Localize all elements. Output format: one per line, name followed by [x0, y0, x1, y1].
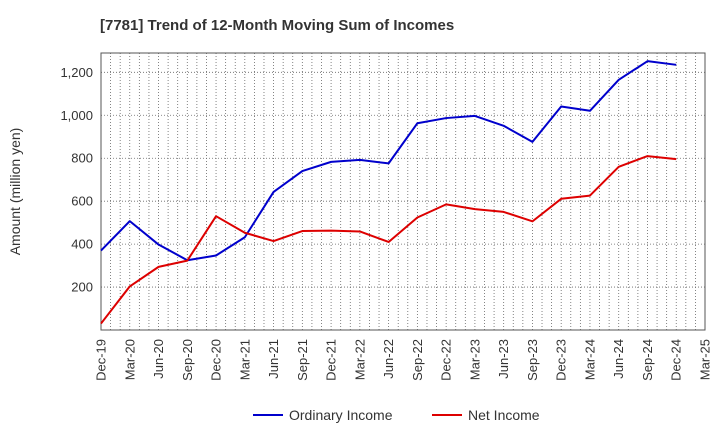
x-tick-label: Mar-20	[122, 339, 137, 380]
y-tick-label: 1,000	[60, 108, 93, 123]
y-tick-label: 200	[71, 280, 93, 295]
x-tick-label: Sep-22	[410, 339, 425, 381]
y-tick-label: 600	[71, 194, 93, 209]
y-tick-label: 1,200	[60, 65, 93, 80]
x-tick-label: Jun-24	[611, 339, 626, 379]
x-tick-label: Dec-22	[439, 339, 454, 381]
x-tick-label: Sep-24	[640, 339, 655, 381]
y-tick-label: 400	[71, 237, 93, 252]
x-tick-label: Dec-19	[94, 339, 109, 381]
x-tick-label: Sep-20	[180, 339, 195, 381]
series-line-net-income	[100, 155, 677, 325]
x-tick-label: Mar-25	[698, 339, 713, 380]
x-tick-label: Jun-21	[266, 339, 281, 379]
y-axis-ticks: 200 400 600 800 1,000 1,200	[60, 65, 93, 295]
legend-label-net-income: Net Income	[468, 407, 540, 423]
grid-layer	[101, 53, 705, 330]
x-tick-label: Jun-22	[381, 339, 396, 379]
x-axis-ticks: Dec-19 Mar-20 Jun-20 Sep-20 Dec-20 Mar-21 Jun-…	[94, 339, 713, 381]
x-tick-label: Mar-24	[582, 339, 597, 380]
x-tick-label: Dec-24	[669, 339, 684, 381]
x-tick-label: Mar-23	[467, 339, 482, 380]
legend-label-ordinary-income: Ordinary Income	[289, 407, 393, 423]
x-tick-label: Dec-23	[554, 339, 569, 381]
x-tick-label: Sep-23	[525, 339, 540, 381]
series-layer	[100, 60, 677, 325]
x-tick-label: Dec-20	[209, 339, 224, 381]
legend: Ordinary Income Net Income	[253, 407, 540, 423]
plot-frame	[100, 52, 706, 331]
chart-title: [7781] Trend of 12-Month Moving Sum of I…	[100, 17, 454, 34]
x-tick-label: Mar-21	[237, 339, 252, 380]
series-line-ordinary-income	[100, 60, 677, 262]
y-axis-label: Amount (million yen)	[7, 128, 23, 256]
x-tick-label: Jun-20	[151, 339, 166, 379]
x-tick-label: Jun-23	[496, 339, 511, 379]
y-tick-label: 800	[71, 151, 93, 166]
x-tick-label: Sep-21	[295, 339, 310, 381]
x-tick-label: Mar-22	[352, 339, 367, 380]
x-tick-label: Dec-21	[324, 339, 339, 381]
